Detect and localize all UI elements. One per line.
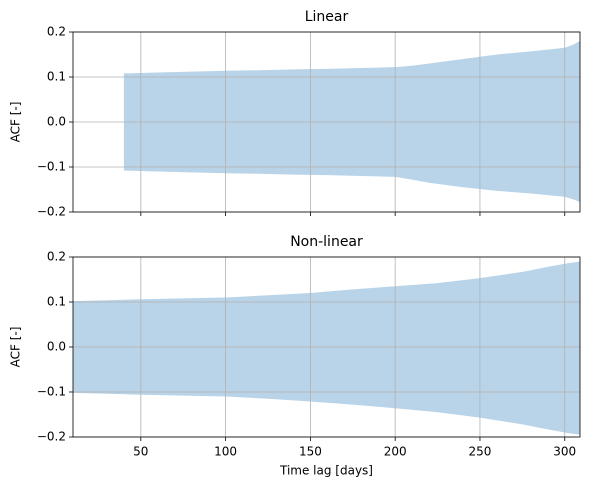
y-axis-label: ACF [-] [9,327,23,368]
confidence-band [123,41,580,203]
y-tick-label: 0.0 [47,340,66,354]
y-tick-label: −0.1 [37,385,66,399]
y-tick-label: 0.2 [47,25,66,39]
y-tick-label: −0.2 [37,430,66,444]
axes-frame [72,31,581,213]
axes-frame [72,256,581,438]
y-tick-label: −0.1 [37,160,66,174]
y-tick-label: 0.0 [47,115,66,129]
y-tick-label: −0.2 [37,205,66,219]
x-axis-label: Time lag [days] [279,464,373,478]
chart-title: Non-linear [290,234,363,250]
y-tick-label: 0.1 [47,70,66,84]
y-tick-label: 0.1 [47,295,66,309]
x-tick-label: 150 [299,445,322,459]
y-tick-label: 0.2 [47,250,66,264]
x-tick-label: 200 [384,445,407,459]
x-tick-label: 250 [469,445,492,459]
confidence-band [73,261,580,435]
x-tick-label: 50 [133,445,148,459]
x-tick-label: 300 [553,445,576,459]
chart-title: Linear [305,9,349,25]
x-tick-label: 100 [214,445,237,459]
y-axis-label: ACF [-] [9,102,23,143]
